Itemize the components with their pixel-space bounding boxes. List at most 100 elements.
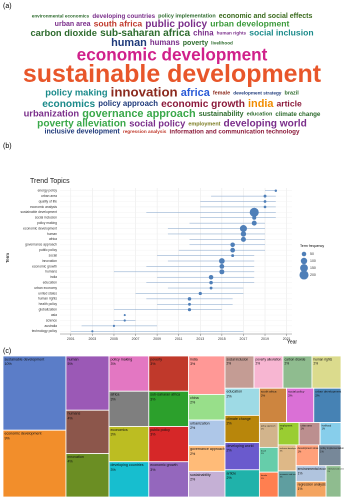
- y-tick-label: health policy: [39, 302, 58, 306]
- y-tick-label: sustainable development: [21, 210, 58, 214]
- word: policy making: [45, 87, 108, 97]
- tile-label: urban development: [315, 390, 341, 394]
- x-axis-title: Year: [287, 339, 297, 345]
- tile-label: information and communication technology: [328, 468, 344, 471]
- term-dot: [188, 302, 191, 306]
- term-dot: [251, 220, 257, 226]
- term-dot: [219, 264, 225, 269]
- word: human rights: [217, 31, 247, 36]
- word: brazil: [285, 90, 300, 96]
- term-dot: [263, 194, 267, 198]
- y-tick-label: social: [49, 253, 58, 257]
- tile-label: inclusive development: [280, 447, 300, 450]
- tile-value: 3%: [190, 362, 196, 366]
- tile-value: 3%: [111, 397, 117, 401]
- tile-label: sustainability: [190, 473, 211, 477]
- word: developing world: [224, 119, 307, 130]
- tile-value: 2%: [261, 393, 266, 397]
- word: sub-saharan africa: [100, 28, 190, 39]
- word: india: [248, 98, 274, 110]
- tile-label: human: [67, 357, 78, 361]
- word: carbon dioxide: [30, 28, 96, 38]
- word: public policy: [145, 19, 207, 30]
- tile: [2, 429, 67, 498]
- tile: [148, 355, 189, 392]
- tile-label: brazil: [261, 449, 267, 452]
- tile-label: female: [261, 475, 268, 477]
- tile-label: developing world: [227, 444, 254, 448]
- tile: [108, 426, 150, 463]
- tile-value: 2%: [227, 476, 233, 480]
- x-tick-label: 2003: [88, 337, 96, 341]
- word: economic and social effects: [219, 13, 313, 20]
- word: humans: [150, 38, 181, 47]
- tile-value: 3%: [111, 362, 117, 366]
- tile-label: economic and social effects: [280, 473, 304, 476]
- tile-label: human rights: [314, 357, 333, 361]
- panel-label: (b): [3, 143, 12, 150]
- tile-value: 2%: [315, 393, 320, 397]
- tile: [224, 415, 260, 444]
- tile: [65, 453, 110, 498]
- y-tick-label: urban economy: [34, 286, 57, 290]
- tile-label: policy making: [111, 357, 133, 361]
- tile-value: 9%: [5, 436, 11, 440]
- x-tick-label: 2017: [240, 337, 248, 341]
- y-tick-label: social inclusion: [35, 216, 57, 220]
- y-tick-label: quality of life: [39, 199, 57, 203]
- y-tick-label: globalization: [39, 308, 57, 312]
- tile-value: 1%: [261, 478, 264, 480]
- tile-value: 2%: [190, 477, 196, 481]
- term-dot: [230, 242, 235, 248]
- word: policy implementation: [158, 14, 216, 20]
- term-dot: [209, 280, 213, 285]
- word: innovation: [111, 85, 178, 100]
- tile-label: developing countries: [111, 463, 144, 467]
- tile-value: 5%: [67, 362, 73, 366]
- x-tick-label: 2019: [261, 337, 269, 341]
- y-axis-title: Term: [5, 253, 10, 263]
- y-tick-label: humans: [45, 270, 57, 274]
- tile-value: 3%: [150, 433, 156, 437]
- tile-label: south africa: [261, 390, 277, 394]
- y-tick-label: urban area: [41, 194, 57, 198]
- word: employment: [188, 121, 220, 127]
- word: livelihood: [211, 40, 233, 45]
- tile-label: policy approach: [261, 425, 276, 428]
- word: china: [193, 29, 214, 38]
- word: developing countries: [92, 13, 155, 20]
- term-dot: [209, 286, 213, 290]
- panel-label: (a): [3, 3, 12, 10]
- word: south africa: [94, 18, 143, 28]
- tile-value: 2%: [190, 401, 196, 405]
- term-dot: [91, 330, 94, 333]
- term-dot: [240, 231, 247, 237]
- word: urbanization: [24, 109, 80, 119]
- tile-value: 2%: [190, 452, 196, 456]
- y-tick-label: human rights: [38, 297, 57, 301]
- term-dot: [187, 308, 192, 312]
- tile: [188, 394, 226, 421]
- chart-title: Trend Topics: [30, 178, 70, 185]
- y-tick-label: energy policy: [38, 189, 58, 193]
- term-dot: [208, 274, 214, 280]
- tile: [148, 426, 189, 463]
- y-tick-label: economic analysis: [30, 205, 57, 209]
- term-dot: [263, 200, 267, 203]
- tile-value: 3%: [150, 468, 156, 472]
- tile: [224, 469, 260, 498]
- term-dot: [240, 236, 246, 242]
- tile-value: 1%: [328, 471, 331, 473]
- tile-label: sustainable development: [5, 357, 45, 361]
- tile-value: 2%: [227, 422, 233, 426]
- term-dot: [230, 247, 236, 253]
- tile: [108, 461, 150, 498]
- tile-value: 1%: [320, 450, 324, 453]
- x-tick-label: 2021: [283, 337, 291, 341]
- tile-value: 1%: [298, 450, 302, 453]
- tile-label: sub-saharan africa: [150, 393, 180, 397]
- word: development strategy: [233, 90, 282, 95]
- tile-value: 3%: [111, 433, 117, 437]
- tile-value: 2%: [227, 394, 233, 398]
- word: female: [213, 90, 230, 96]
